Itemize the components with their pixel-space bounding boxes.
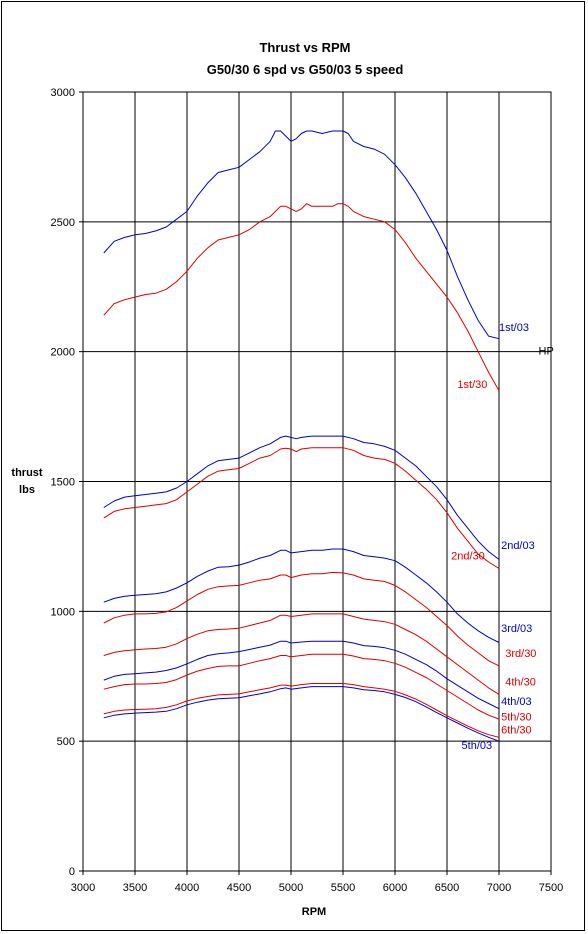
series-line-3rd-03	[103, 548, 500, 643]
series-labels: 1st/03 1st/30 2nd/03 2nd/30 3rd/03 3rd/30 4th/…	[451, 322, 536, 752]
series-line-2nd-03	[103, 435, 500, 560]
y-tick-label-1000: 1000	[51, 606, 75, 618]
series-label-3rd-30: 3rd/30	[505, 648, 536, 660]
x-tick-label-4000: 4000	[175, 882, 199, 894]
x-tick-label-6000: 6000	[383, 882, 407, 894]
y-tick-labels: 0 500 1000 1500 2000 2500 3000	[51, 87, 83, 878]
series-line-6th-30	[103, 683, 500, 738]
chart-title: Thrust vs RPM	[259, 40, 350, 55]
series-line-5th-30	[103, 653, 500, 720]
series-label-1st-03: 1st/03	[499, 322, 529, 334]
x-tick-labels: 3000 3500 4000 4500 5000 5500 6000 6500 7000 7500	[71, 871, 563, 894]
x-axis-title: RPM	[302, 906, 326, 918]
series-label-3rd-03: 3rd/03	[501, 623, 532, 635]
x-tick-label-6500: 6500	[435, 882, 459, 894]
hp-annotation: HP	[539, 345, 554, 357]
gridlines	[83, 92, 551, 871]
x-tick-label-5000: 5000	[279, 882, 303, 894]
series-line-1st-03	[103, 130, 500, 340]
series-line-1st-30	[103, 203, 500, 391]
y-axis-title-line2: lbs	[19, 484, 35, 496]
y-axis-title-line1: thrust	[11, 467, 43, 479]
chart-subtitle: G50/30 6 spd vs G50/03 5 speed	[207, 62, 404, 77]
series-label-2nd-03: 2nd/03	[501, 540, 535, 552]
y-tick-label-500: 500	[57, 736, 75, 748]
x-tick-label-7500: 7500	[539, 882, 563, 894]
series-label-4th-30: 4th/30	[505, 676, 536, 688]
x-tick-label-4500: 4500	[227, 882, 251, 894]
series-line-4th-30	[103, 613, 500, 695]
y-tick-label-2000: 2000	[51, 347, 75, 359]
y-tick-label-2500: 2500	[51, 217, 75, 229]
series-label-5th-30: 5th/30	[501, 711, 532, 723]
y-tick-label-1500: 1500	[51, 477, 75, 489]
series-lines	[103, 130, 500, 742]
series-label-6th-30: 6th/30	[501, 724, 532, 736]
series-line-4th-03	[103, 640, 500, 710]
series-label-1st-30: 1st/30	[457, 379, 487, 391]
x-tick-label-7000: 7000	[487, 882, 511, 894]
series-label-4th-03: 4th/03	[501, 696, 532, 708]
y-tick-label-0: 0	[69, 866, 75, 878]
x-tick-label-3000: 3000	[71, 882, 95, 894]
series-line-2nd-30	[103, 447, 500, 569]
series-line-3rd-30	[103, 571, 500, 667]
series-label-2nd-30: 2nd/30	[451, 550, 485, 562]
x-tick-label-3500: 3500	[123, 882, 147, 894]
series-label-5th-03: 5th/03	[462, 740, 493, 752]
y-tick-label-3000: 3000	[51, 87, 75, 99]
x-tick-label-5500: 5500	[331, 882, 355, 894]
series-line-5th-03	[103, 686, 500, 742]
